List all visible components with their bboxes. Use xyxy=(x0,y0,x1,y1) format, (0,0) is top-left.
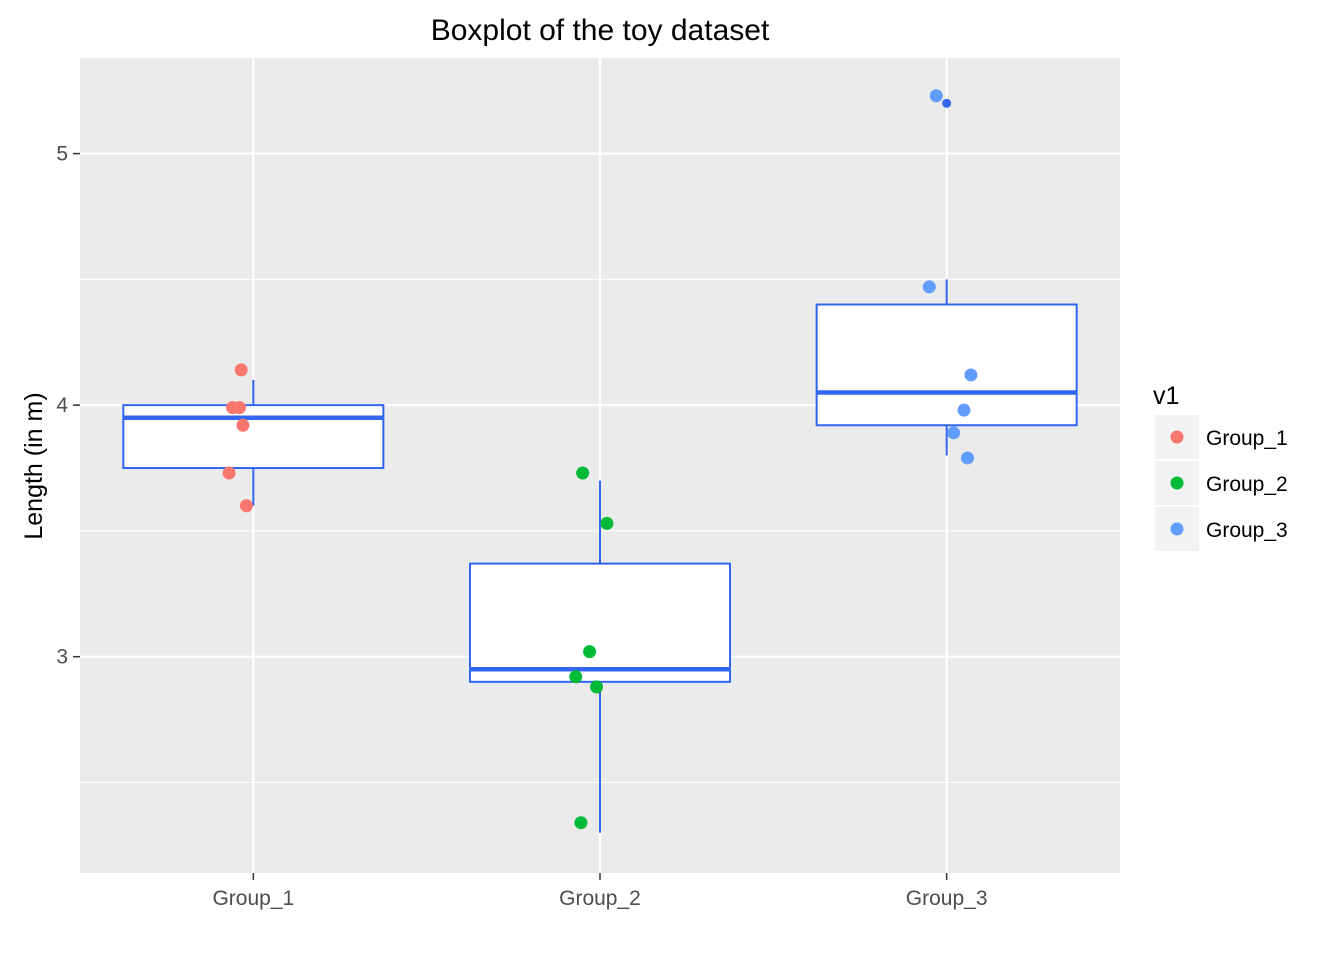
data-point-Group_3 xyxy=(960,451,974,465)
data-point-Group_1 xyxy=(236,418,250,432)
data-point-Group_3 xyxy=(922,280,936,294)
data-point-Group_2 xyxy=(600,516,614,530)
data-point-Group_2 xyxy=(576,466,590,480)
data-point-Group_1 xyxy=(222,466,236,480)
legend-dot xyxy=(1170,476,1184,490)
x-tick-label: Group_1 xyxy=(212,887,294,910)
data-point-Group_3 xyxy=(947,426,961,440)
box-Group_2 xyxy=(469,480,731,833)
box-Group_3 xyxy=(815,98,1078,456)
legend-dot xyxy=(1170,522,1184,536)
data-point-Group_3 xyxy=(964,368,978,382)
data-point-Group_2 xyxy=(583,645,597,659)
chart-title: Boxplot of the toy dataset xyxy=(431,14,770,47)
boxplot-boxes xyxy=(122,98,1078,833)
data-point-Group_1 xyxy=(239,499,253,513)
data-point-Group_1 xyxy=(234,363,248,377)
box-iqr xyxy=(815,303,1078,427)
box-Group_1 xyxy=(122,379,385,506)
legend-title: v1 xyxy=(1153,382,1179,410)
legend: v1 Group_1 Group_2 Group_3 xyxy=(1153,382,1288,551)
data-point-Group_1 xyxy=(232,401,246,415)
legend-item-Group_3: Group_3 xyxy=(1155,507,1288,551)
legend-item-Group_2: Group_2 xyxy=(1155,461,1288,505)
legend-item-Group_1: Group_1 xyxy=(1155,415,1288,459)
box-iqr xyxy=(122,404,385,470)
y-axis: 3 4 5 xyxy=(56,143,80,669)
x-axis: Group_1 Group_2 Group_3 xyxy=(212,873,988,910)
y-tick-label: 5 xyxy=(56,143,68,166)
legend-label: Group_3 xyxy=(1206,519,1288,542)
data-point-Group_2 xyxy=(569,670,583,684)
data-point-Group_3 xyxy=(929,89,943,103)
outlier-point xyxy=(942,98,952,108)
box-iqr xyxy=(469,562,731,683)
y-tick-label: 4 xyxy=(56,394,68,417)
data-point-Group_3 xyxy=(957,403,971,417)
data-point-Group_2 xyxy=(574,816,588,830)
legend-label: Group_1 xyxy=(1206,427,1288,450)
legend-label: Group_2 xyxy=(1206,473,1288,496)
x-tick-label: Group_3 xyxy=(906,887,988,910)
x-tick-label: Group_2 xyxy=(559,887,641,910)
y-axis-title: Length (in m) xyxy=(20,392,48,539)
jitter-points xyxy=(222,89,978,830)
y-tick-label: 3 xyxy=(56,646,68,669)
data-point-Group_2 xyxy=(590,680,604,694)
legend-dot xyxy=(1170,430,1184,444)
